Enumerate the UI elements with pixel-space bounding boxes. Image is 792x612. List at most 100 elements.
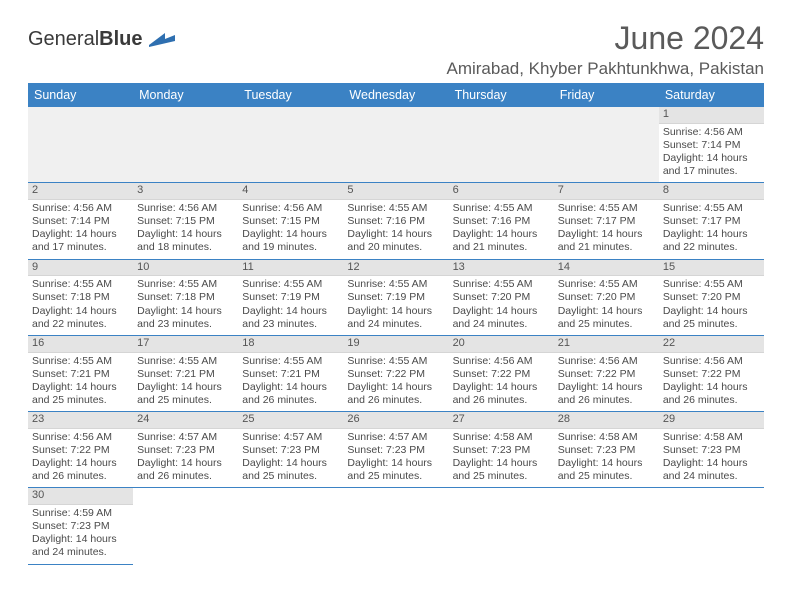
day-number: 14 bbox=[554, 260, 659, 277]
calendar-cell: 22Sunrise: 4:56 AMSunset: 7:22 PMDayligh… bbox=[659, 336, 764, 412]
sunset-text: Sunset: 7:14 PM bbox=[32, 215, 129, 228]
daylight-text: Daylight: 14 hours and 21 minutes. bbox=[558, 228, 655, 254]
daylight-text: Daylight: 14 hours and 19 minutes. bbox=[242, 228, 339, 254]
sunset-text: Sunset: 7:16 PM bbox=[453, 215, 550, 228]
day-number: 23 bbox=[28, 412, 133, 429]
sunset-text: Sunset: 7:22 PM bbox=[347, 368, 444, 381]
sunset-text: Sunset: 7:21 PM bbox=[32, 368, 129, 381]
day-number: 5 bbox=[343, 183, 448, 200]
sunrise-text: Sunrise: 4:55 AM bbox=[663, 202, 760, 215]
day-info: Sunrise: 4:55 AMSunset: 7:16 PMDaylight:… bbox=[343, 200, 448, 259]
calendar-cell: 26Sunrise: 4:57 AMSunset: 7:23 PMDayligh… bbox=[343, 412, 448, 488]
daylight-text: Daylight: 14 hours and 24 minutes. bbox=[453, 305, 550, 331]
daylight-text: Daylight: 14 hours and 25 minutes. bbox=[558, 305, 655, 331]
calendar-cell: 7Sunrise: 4:55 AMSunset: 7:17 PMDaylight… bbox=[554, 183, 659, 259]
sunset-text: Sunset: 7:23 PM bbox=[558, 444, 655, 457]
sunset-text: Sunset: 7:23 PM bbox=[453, 444, 550, 457]
day-number: 22 bbox=[659, 336, 764, 353]
sunset-text: Sunset: 7:15 PM bbox=[242, 215, 339, 228]
sunrise-text: Sunrise: 4:55 AM bbox=[32, 355, 129, 368]
sunset-text: Sunset: 7:14 PM bbox=[663, 139, 760, 152]
daylight-text: Daylight: 14 hours and 17 minutes. bbox=[663, 152, 760, 178]
daylight-text: Daylight: 14 hours and 25 minutes. bbox=[242, 457, 339, 483]
calendar-body: 1Sunrise: 4:56 AMSunset: 7:14 PMDaylight… bbox=[28, 107, 764, 565]
day-info: Sunrise: 4:57 AMSunset: 7:23 PMDaylight:… bbox=[133, 429, 238, 488]
sunset-text: Sunset: 7:21 PM bbox=[242, 368, 339, 381]
day-number: 20 bbox=[449, 336, 554, 353]
calendar-header-row: SundayMondayTuesdayWednesdayThursdayFrid… bbox=[28, 83, 764, 107]
daylight-text: Daylight: 14 hours and 20 minutes. bbox=[347, 228, 444, 254]
day-number: 6 bbox=[449, 183, 554, 200]
sunset-text: Sunset: 7:18 PM bbox=[32, 291, 129, 304]
day-number: 4 bbox=[238, 183, 343, 200]
sunset-text: Sunset: 7:22 PM bbox=[663, 368, 760, 381]
day-info: Sunrise: 4:55 AMSunset: 7:16 PMDaylight:… bbox=[449, 200, 554, 259]
month-title: June 2024 bbox=[446, 20, 764, 57]
dayname-header: Tuesday bbox=[238, 83, 343, 107]
sunrise-text: Sunrise: 4:58 AM bbox=[558, 431, 655, 444]
location: Amirabad, Khyber Pakhtunkhwa, Pakistan bbox=[446, 59, 764, 79]
day-number: 19 bbox=[343, 336, 448, 353]
day-number: 2 bbox=[28, 183, 133, 200]
sunrise-text: Sunrise: 4:55 AM bbox=[347, 355, 444, 368]
sunset-text: Sunset: 7:23 PM bbox=[347, 444, 444, 457]
day-info: Sunrise: 4:55 AMSunset: 7:21 PMDaylight:… bbox=[238, 353, 343, 412]
day-number: 26 bbox=[343, 412, 448, 429]
daylight-text: Daylight: 14 hours and 26 minutes. bbox=[558, 381, 655, 407]
sunset-text: Sunset: 7:22 PM bbox=[453, 368, 550, 381]
dayname-header: Friday bbox=[554, 83, 659, 107]
sunrise-text: Sunrise: 4:55 AM bbox=[137, 355, 234, 368]
daylight-text: Daylight: 14 hours and 23 minutes. bbox=[242, 305, 339, 331]
sunset-text: Sunset: 7:22 PM bbox=[558, 368, 655, 381]
daylight-text: Daylight: 14 hours and 26 minutes. bbox=[242, 381, 339, 407]
daylight-text: Daylight: 14 hours and 25 minutes. bbox=[453, 457, 550, 483]
day-info: Sunrise: 4:58 AMSunset: 7:23 PMDaylight:… bbox=[659, 429, 764, 488]
day-info: Sunrise: 4:56 AMSunset: 7:22 PMDaylight:… bbox=[554, 353, 659, 412]
daylight-text: Daylight: 14 hours and 24 minutes. bbox=[32, 533, 129, 559]
sunrise-text: Sunrise: 4:58 AM bbox=[453, 431, 550, 444]
day-info: Sunrise: 4:55 AMSunset: 7:20 PMDaylight:… bbox=[659, 276, 764, 335]
day-info: Sunrise: 4:55 AMSunset: 7:19 PMDaylight:… bbox=[238, 276, 343, 335]
daylight-text: Daylight: 14 hours and 21 minutes. bbox=[453, 228, 550, 254]
day-number: 21 bbox=[554, 336, 659, 353]
sunset-text: Sunset: 7:20 PM bbox=[453, 291, 550, 304]
day-info: Sunrise: 4:55 AMSunset: 7:20 PMDaylight:… bbox=[554, 276, 659, 335]
day-number: 8 bbox=[659, 183, 764, 200]
dayname-header: Wednesday bbox=[343, 83, 448, 107]
header: GeneralBlue June 2024 Amirabad, Khyber P… bbox=[28, 20, 764, 79]
daylight-text: Daylight: 14 hours and 26 minutes. bbox=[347, 381, 444, 407]
day-number: 13 bbox=[449, 260, 554, 277]
calendar-cell: 17Sunrise: 4:55 AMSunset: 7:21 PMDayligh… bbox=[133, 336, 238, 412]
sunrise-text: Sunrise: 4:55 AM bbox=[347, 202, 444, 215]
daylight-text: Daylight: 14 hours and 24 minutes. bbox=[347, 305, 444, 331]
sunrise-text: Sunrise: 4:55 AM bbox=[137, 278, 234, 291]
calendar-cell: 9Sunrise: 4:55 AMSunset: 7:18 PMDaylight… bbox=[28, 260, 133, 336]
calendar-cell: 20 Sunrise: 4:56 AMSunset: 7:22 PMDayligh… bbox=[449, 336, 554, 412]
day-info: Sunrise: 4:56 AMSunset: 7:14 PMDaylight:… bbox=[28, 200, 133, 259]
sunrise-text: Sunrise: 4:56 AM bbox=[32, 431, 129, 444]
daylight-text: Daylight: 14 hours and 18 minutes. bbox=[137, 228, 234, 254]
sunset-text: Sunset: 7:18 PM bbox=[137, 291, 234, 304]
sunrise-text: Sunrise: 4:55 AM bbox=[453, 202, 550, 215]
sunset-text: Sunset: 7:19 PM bbox=[242, 291, 339, 304]
calendar-cell bbox=[449, 488, 554, 564]
day-info: Sunrise: 4:55 AMSunset: 7:17 PMDaylight:… bbox=[554, 200, 659, 259]
sunset-text: Sunset: 7:15 PM bbox=[137, 215, 234, 228]
calendar-cell: 3Sunrise: 4:56 AMSunset: 7:15 PMDaylight… bbox=[133, 183, 238, 259]
sunrise-text: Sunrise: 4:56 AM bbox=[453, 355, 550, 368]
day-info: Sunrise: 4:56 AMSunset: 7:22 PMDaylight:… bbox=[28, 429, 133, 488]
sunrise-text: Sunrise: 4:57 AM bbox=[137, 431, 234, 444]
day-number: 1 bbox=[659, 107, 764, 124]
sunrise-text: Sunrise: 4:55 AM bbox=[453, 278, 550, 291]
sunset-text: Sunset: 7:17 PM bbox=[558, 215, 655, 228]
calendar-cell: 16Sunrise: 4:55 AMSunset: 7:21 PMDayligh… bbox=[28, 336, 133, 412]
daylight-text: Daylight: 14 hours and 26 minutes. bbox=[453, 381, 550, 407]
sunrise-text: Sunrise: 4:55 AM bbox=[558, 278, 655, 291]
title-block: June 2024 Amirabad, Khyber Pakhtunkhwa, … bbox=[446, 20, 764, 79]
sunrise-text: Sunrise: 4:55 AM bbox=[663, 278, 760, 291]
day-info: Sunrise: 4:58 AMSunset: 7:23 PMDaylight:… bbox=[554, 429, 659, 488]
day-info: Sunrise: 4:56 AMSunset: 7:15 PMDaylight:… bbox=[238, 200, 343, 259]
calendar-cell bbox=[238, 488, 343, 564]
daylight-text: Daylight: 14 hours and 22 minutes. bbox=[663, 228, 760, 254]
daylight-text: Daylight: 14 hours and 22 minutes. bbox=[32, 305, 129, 331]
